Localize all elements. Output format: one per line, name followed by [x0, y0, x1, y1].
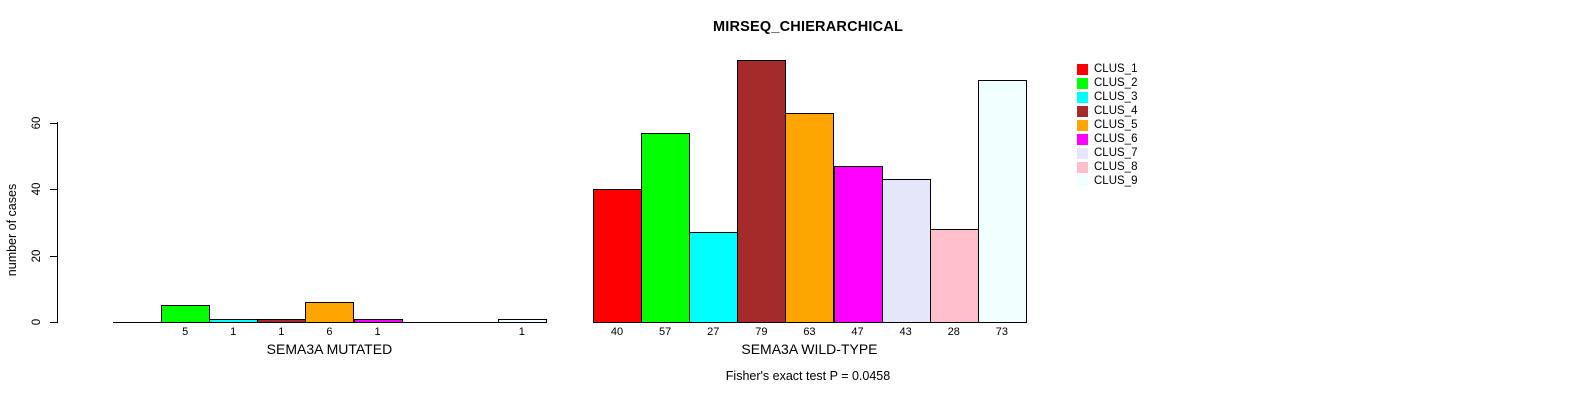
y-tick: [50, 255, 57, 257]
bar-clus_7-wild-type: [881, 179, 931, 323]
legend-item-label: CLUS_1: [1094, 63, 1138, 75]
bar-clus_3-wild-type: [689, 232, 739, 323]
y-axis-line: [57, 122, 58, 323]
bar-value-label: 57: [659, 326, 672, 338]
bar-value-label: 1: [374, 326, 381, 338]
bar-clus_9-mutated: [497, 319, 547, 323]
bar-clus_2-mutated: [161, 305, 211, 323]
legend-item-clus_4: CLUS_4: [1077, 104, 1137, 118]
bar-value-label: 1: [230, 326, 237, 338]
bar-clus_6-wild-type: [833, 166, 883, 323]
chart-title: MIRSEQ_CHIERARCHICAL: [712, 19, 904, 35]
bar-value-label: 6: [326, 326, 333, 338]
y-tick: [50, 322, 57, 323]
legend: CLUS_1 CLUS_2 CLUS_3 CLUS_4 CLUS_5 CLUS_6 CLUS…: [1077, 62, 1137, 188]
legend-item-label: CLUS_9: [1094, 175, 1138, 187]
bar-clus_9-wild-type: [977, 80, 1027, 323]
bar-value-label: 47: [851, 326, 864, 338]
legend-swatch: [1077, 119, 1088, 131]
bar-clus_4-mutated: [257, 319, 307, 323]
legend-swatch: [1077, 147, 1088, 159]
legend-item-clus_1: CLUS_1: [1077, 62, 1137, 76]
bar-value-label: 79: [755, 326, 768, 338]
legend-item-label: CLUS_7: [1094, 147, 1138, 159]
bar-clus_5-mutated: [305, 302, 355, 323]
legend-swatch: [1077, 161, 1088, 173]
bar-value-label: 27: [707, 326, 720, 338]
legend-item-label: CLUS_8: [1094, 161, 1138, 173]
legend-item-label: CLUS_6: [1094, 133, 1138, 145]
y-tick-label: 0: [31, 318, 43, 326]
y-tick-label: 40: [31, 182, 43, 196]
bar-clus_5-wild-type: [785, 113, 835, 323]
legend-item-label: CLUS_5: [1094, 119, 1138, 131]
bar-clus_4-wild-type: [737, 60, 787, 323]
bar-value-label: 40: [610, 326, 624, 338]
x-group-label: SEMA3A MUTATED: [266, 341, 393, 357]
bar-clus_1-wild-type: [593, 189, 643, 323]
legend-item-clus_8: CLUS_8: [1077, 160, 1137, 174]
bar-value-label: 73: [995, 326, 1008, 338]
legend-item-label: CLUS_2: [1094, 77, 1138, 89]
bar-value-label: 43: [899, 326, 912, 338]
bar-value-label: 28: [947, 326, 960, 338]
legend-item-clus_6: CLUS_6: [1077, 132, 1137, 146]
legend-swatch: [1077, 77, 1088, 89]
y-axis-label: number of cases: [5, 183, 19, 277]
bar-value-label: 1: [278, 326, 285, 338]
legend-item-label: CLUS_4: [1094, 105, 1138, 117]
legend-item-clus_9: CLUS_9: [1077, 174, 1137, 188]
legend-item-clus_2: CLUS_2: [1077, 76, 1137, 90]
y-tick-label: 60: [31, 116, 43, 130]
legend-swatch: [1077, 63, 1088, 75]
legend-swatch: [1077, 133, 1088, 145]
legend-item-label: CLUS_3: [1094, 91, 1138, 103]
legend-item-clus_7: CLUS_7: [1077, 146, 1137, 160]
y-tick-label: 20: [31, 249, 43, 262]
bar-value-label: 63: [803, 326, 816, 338]
legend-swatch: [1077, 175, 1088, 187]
legend-item-clus_3: CLUS_3: [1077, 90, 1137, 104]
bar-clus_6-mutated: [353, 319, 403, 323]
fisher-test-annotation: Fisher's exact test P = 0.0458: [725, 369, 891, 383]
bar-value-label: 5: [182, 326, 189, 338]
y-tick: [50, 122, 57, 124]
bar-clus_2-wild-type: [641, 133, 691, 323]
x-group-label: SEMA3A WILD-TYPE: [741, 341, 878, 357]
legend-swatch: [1077, 91, 1088, 103]
bar-value-label: 1: [518, 326, 525, 338]
bar-clus_8-wild-type: [929, 229, 979, 323]
bar-clus_3-mutated: [209, 319, 259, 323]
legend-item-clus_5: CLUS_5: [1077, 118, 1137, 132]
y-tick: [50, 189, 57, 191]
legend-swatch: [1077, 105, 1088, 117]
